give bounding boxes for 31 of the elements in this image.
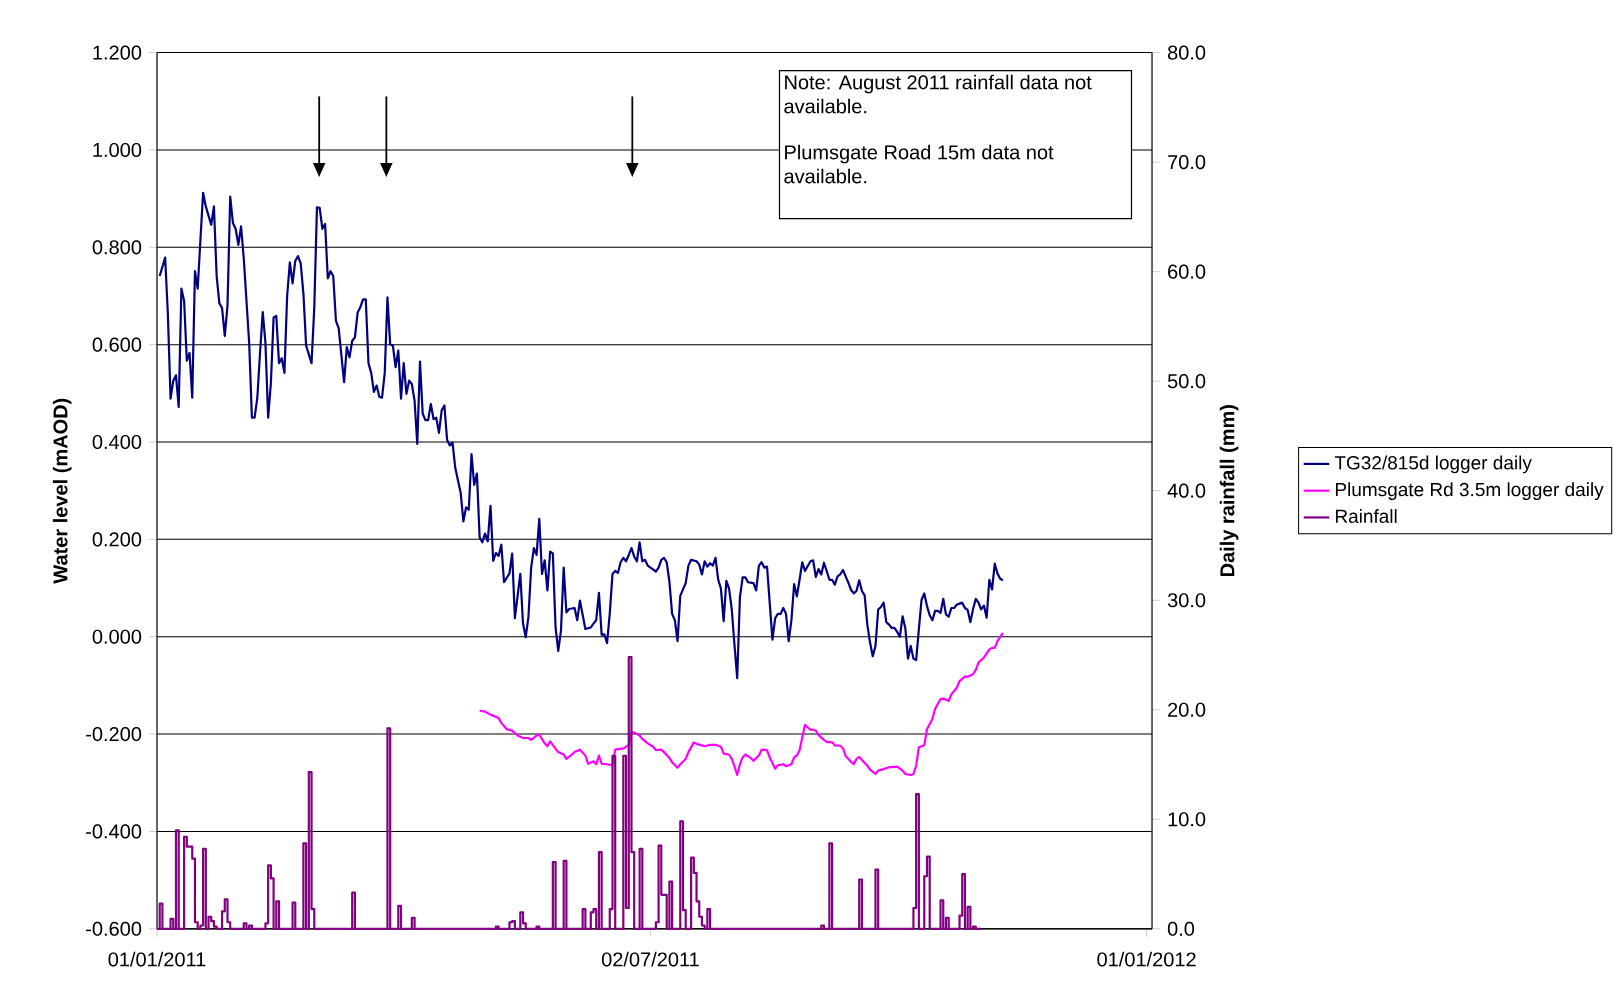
y-tick-label: 0.600: [92, 337, 142, 352]
annotation: Note: August 2011 rainfall data not available.: [784, 74, 1092, 114]
y-tick-label: 0.400: [92, 434, 142, 450]
y2-tick-label: 40.0: [1167, 483, 1206, 498]
y-tick-label: 0.200: [92, 532, 142, 547]
line-series: [158, 191, 1004, 680]
y-tick-label: 0.800: [92, 240, 142, 255]
y2-tick-label: 20.0: [1168, 702, 1206, 717]
y2-tick-label: 70.0: [1168, 155, 1206, 170]
legend-label: Plumsgate Rd 3.5m logger daily: [1335, 482, 1604, 501]
y2-axis-title: Daily rainfall (mm): [1219, 405, 1239, 577]
y2-tick-label: 0.0: [1167, 921, 1195, 936]
y2-tick-label: 80.0: [1167, 45, 1206, 60]
y-axis-title: Water level (mAOD): [52, 398, 72, 584]
y-tick-label: -0.400: [86, 824, 142, 839]
y2-tick-label: 50.0: [1167, 374, 1206, 389]
y-tick-label: 1.000: [93, 142, 142, 158]
annotation: Plumsgate Road 15m data not available.: [784, 144, 1054, 184]
legend-label: TG32/815d logger daily: [1334, 455, 1532, 474]
y2-tick-label: 60.0: [1168, 264, 1206, 279]
line-series: [478, 631, 1004, 777]
y2-tick-label: 30.0: [1167, 593, 1206, 608]
y2-tick-label: 10.0: [1168, 812, 1206, 827]
x-tick-label: 01/01/2012: [1097, 951, 1196, 967]
x-tick-label: 01/01/2011: [108, 951, 206, 967]
y-tick-label: -0.600: [86, 921, 142, 936]
y-tick-label: 1.200: [93, 45, 142, 60]
x-tick-label: 02/07/2011: [601, 951, 699, 967]
legend-label: Rainfall: [1335, 509, 1397, 524]
y-tick-label: -0.200: [86, 727, 142, 742]
y-tick-label: 0.000: [92, 629, 142, 644]
